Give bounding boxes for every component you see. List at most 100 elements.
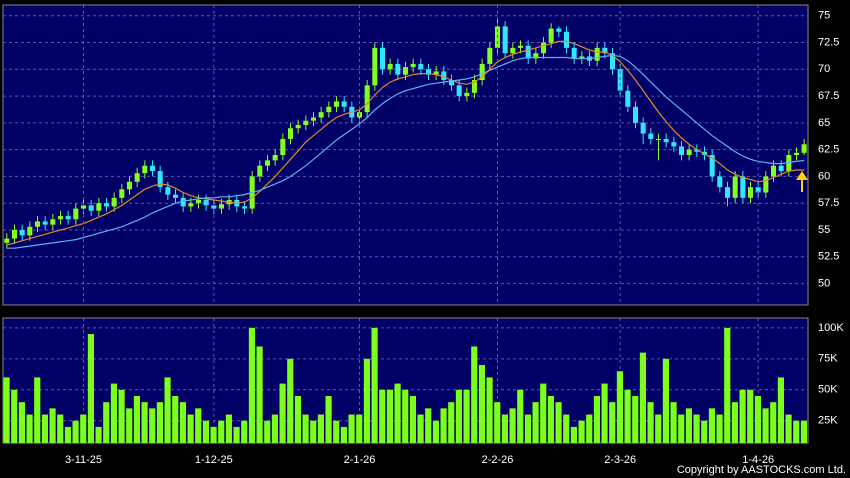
volume-bar [64,426,71,443]
y-tick-label: 57.5 [818,197,839,209]
candle-body [96,203,102,211]
volume-bar [118,389,125,443]
volume-bar [49,408,56,443]
volume-bar [471,346,478,443]
volume-bar [409,395,416,443]
volume-bar [310,420,317,443]
candle-body [678,146,685,155]
ma-line [6,40,805,246]
candle-body [119,189,125,198]
candle-body [402,67,409,75]
volume-bar [509,408,516,443]
volume-bar [294,395,301,443]
volume-bar [386,389,393,443]
candle-body [594,47,600,61]
candle-body [801,144,807,153]
candle-body [211,205,217,209]
candle-body [157,171,163,188]
ma-line [6,54,805,249]
candle-body [671,142,677,147]
candle-body [65,216,71,220]
volume-bar [72,420,79,443]
candle-body [533,53,539,59]
volume-bar [248,327,255,443]
candle-body [755,187,761,193]
volume-bar [785,414,792,443]
volume-bar [195,408,202,443]
x-tick-label: 1-12-25 [195,454,233,466]
candle-body [525,45,531,59]
candle-body [203,200,209,206]
candle-body [709,155,715,177]
volume-bar [156,402,163,443]
candle-body [80,205,87,209]
volume-bar [731,402,738,443]
candle-body [418,63,424,70]
volume-bar [164,377,171,443]
volume-bar [632,395,639,443]
candle-body [372,47,378,86]
volume-bar [494,402,501,443]
x-tick-label: 3-11-25 [65,454,102,466]
volume-bar [639,352,646,443]
candle-body [149,165,156,172]
volume-bar [563,414,570,443]
y-tick-label: 72.5 [818,36,839,48]
candle-body [694,149,700,152]
candle-body [747,187,754,198]
volume-bar [179,402,186,443]
candle-body [165,187,171,195]
y-tick-label: 100K [818,322,844,334]
volume-bar [187,414,194,443]
candle-body [502,26,508,54]
candle-body [479,63,485,80]
candle-body [341,101,347,107]
candle-body [625,90,631,107]
volume-bar [225,414,232,443]
volume-bar [770,402,777,443]
y-tick-label: 25K [818,415,838,427]
volume-bar [555,402,562,443]
volume-bar [501,414,508,443]
candle-body [471,80,478,93]
y-tick-label: 60 [818,170,830,182]
candle-body [318,112,324,118]
price-panel [2,4,809,306]
candle-body [103,203,110,207]
volume-bar [348,414,355,443]
candle-body [793,152,800,155]
volume-bar [670,402,677,443]
candle-body [395,63,401,75]
y-tick-label: 67.5 [818,90,839,102]
volume-bar [524,414,531,443]
volume-bar [547,395,554,443]
candle-body [88,205,94,211]
candle-body [732,176,738,198]
signal-arrow [796,171,808,192]
candle-body [433,71,439,75]
candle-body [556,28,562,32]
volume-bar [517,389,524,443]
candle-body [326,106,332,113]
candle-body [50,219,56,225]
volume-bar [425,408,432,443]
volume-bar [18,402,25,443]
volume-bar [379,389,386,443]
volume-bar [685,408,692,443]
candle-body [663,138,669,143]
volume-bar [440,408,447,443]
volume-bar [701,420,708,443]
candle-body [410,63,416,68]
candle-body [717,176,723,188]
volume-bar [126,408,133,443]
volume-bar [279,383,286,443]
volume-bar [678,414,685,443]
volume-bar [739,389,746,443]
volume-bar [532,402,539,443]
volume-bar [800,420,807,443]
volume-bar [202,420,209,443]
volume-bar [747,389,754,443]
candle-body [188,203,194,207]
volume-bar [11,389,18,443]
volume-bar [624,389,631,443]
